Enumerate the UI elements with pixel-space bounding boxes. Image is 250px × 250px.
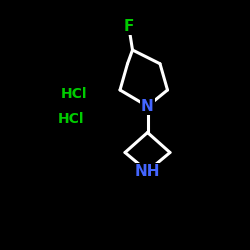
Text: HCl: HCl bbox=[60, 87, 87, 101]
Text: N: N bbox=[141, 99, 154, 114]
Text: F: F bbox=[124, 19, 134, 34]
Text: HCl: HCl bbox=[58, 112, 84, 126]
Text: NH: NH bbox=[135, 164, 160, 179]
